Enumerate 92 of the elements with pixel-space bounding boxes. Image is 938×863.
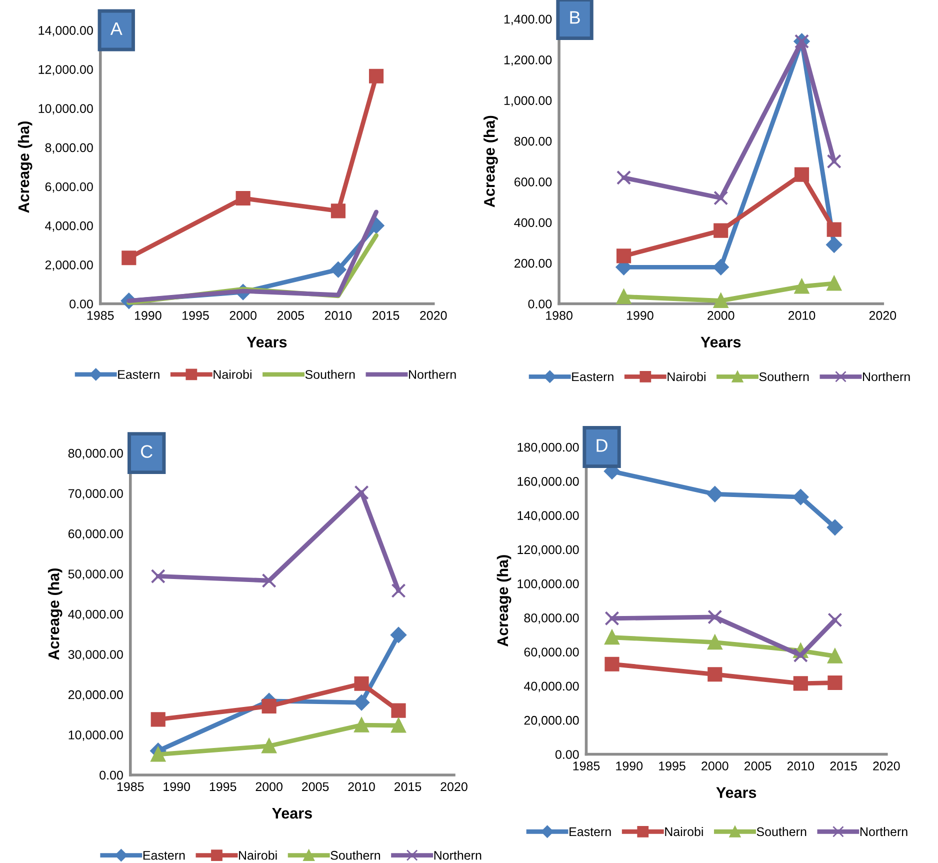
x-tick-label: 2015 bbox=[830, 762, 857, 770]
legend-label: Southern bbox=[756, 826, 806, 836]
x-tick-label: 2010 bbox=[787, 762, 814, 770]
y-tick-label: 10,000.00 bbox=[38, 104, 93, 114]
y-tick-label: 60,000.00 bbox=[524, 648, 579, 658]
y-tick-label: 4,000.00 bbox=[45, 221, 93, 232]
y-tick-label: 10,000.00 bbox=[68, 730, 123, 741]
y-tick-label: 80,000.00 bbox=[68, 448, 123, 460]
legend-label: Southern bbox=[759, 372, 809, 382]
y-tick-label: 60,000.00 bbox=[68, 529, 123, 540]
legend-label: Nairobi bbox=[214, 370, 252, 379]
y-tick-label: 600.00 bbox=[514, 178, 552, 186]
x-tick-label: 1995 bbox=[182, 311, 209, 320]
y-tick-label: 1,200.00 bbox=[504, 55, 552, 66]
legend-label: Nairobi bbox=[668, 372, 706, 382]
y-tick-label: 20,000.00 bbox=[524, 716, 579, 726]
x-tick-label: 2020 bbox=[873, 762, 900, 770]
y-tick-label: 80,000.00 bbox=[524, 614, 579, 624]
x-tick-label: 2010 bbox=[348, 782, 375, 792]
x-tick-label: 2000 bbox=[230, 311, 256, 320]
x-tick-label: 2020 bbox=[869, 311, 896, 320]
x-tick-label: 1990 bbox=[134, 311, 162, 320]
x-tick-label: 2020 bbox=[440, 782, 468, 792]
legend-label: Eastern bbox=[143, 851, 185, 860]
legend-label: Northern bbox=[409, 370, 456, 379]
y-tick-label: 70,000.00 bbox=[68, 489, 123, 500]
x-tick-label: 2005 bbox=[744, 762, 772, 770]
y-tick-label: 50,000.00 bbox=[68, 570, 123, 580]
y-tick-label: 1,000.00 bbox=[504, 96, 552, 106]
x-tick-label: 2000 bbox=[702, 762, 728, 770]
y-tick-label: 400.00 bbox=[514, 218, 552, 228]
y-tick-label: 120,000.00 bbox=[518, 545, 579, 556]
x-tick-label: 2010 bbox=[788, 311, 816, 320]
x-tick-label: 2000 bbox=[708, 311, 734, 320]
x-tick-label: 2015 bbox=[394, 782, 422, 792]
chart-title: A bbox=[110, 22, 122, 35]
legend-label: Northern bbox=[860, 826, 908, 836]
y-tick-label: 12,000.00 bbox=[38, 65, 93, 76]
x-tick-label: 1985 bbox=[87, 311, 114, 320]
y-tick-label: 140,000.00 bbox=[518, 511, 579, 522]
legend-label: Eastern bbox=[570, 827, 611, 836]
y-tick-label: 20,000.00 bbox=[68, 690, 123, 701]
y-tick-label: 40,000.00 bbox=[524, 682, 579, 692]
chart-title: D bbox=[596, 439, 608, 452]
x-tick-label: 1990 bbox=[616, 762, 643, 770]
x-tick-label: 1995 bbox=[210, 782, 236, 792]
legend-label: Northern bbox=[863, 372, 910, 382]
y-tick-label: 8,000.00 bbox=[45, 143, 93, 154]
y-tick-label: 160,000.00 bbox=[518, 476, 579, 488]
y-tick-label: 6,000.00 bbox=[45, 182, 93, 193]
y-tick-label: 2,000.00 bbox=[45, 260, 93, 271]
y-tick-label: 40,000.00 bbox=[68, 610, 123, 620]
legend-label: Southern bbox=[330, 850, 380, 860]
x-axis-title: Years bbox=[246, 336, 287, 348]
x-tick-label: 2000 bbox=[256, 782, 282, 792]
y-tick-label: 30,000.00 bbox=[68, 650, 123, 660]
x-tick-label: 2020 bbox=[420, 311, 447, 320]
y-tick-label: 0.00 bbox=[100, 770, 123, 780]
x-tick-label: 1985 bbox=[117, 782, 144, 792]
chart-title: B bbox=[570, 11, 580, 24]
x-tick-label: 2005 bbox=[302, 782, 329, 792]
x-axis-title: Years bbox=[716, 787, 756, 798]
y-tick-label: 0.00 bbox=[555, 750, 579, 759]
y-tick-label: 0.00 bbox=[528, 300, 552, 308]
y-tick-label: 0.00 bbox=[70, 300, 93, 308]
y-tick-label: 180,000.00 bbox=[518, 442, 579, 454]
legend-label: Eastern bbox=[572, 372, 614, 382]
x-tick-label: 1990 bbox=[164, 782, 190, 792]
y-tick-label: 100,000.00 bbox=[518, 579, 579, 590]
y-tick-label: 14,000.00 bbox=[38, 26, 93, 36]
x-axis-title: Years bbox=[700, 336, 741, 348]
y-tick-label: 200.00 bbox=[514, 258, 552, 268]
x-tick-label: 1980 bbox=[546, 311, 572, 320]
y-axis-title: Acreage (ha) bbox=[48, 568, 62, 660]
x-tick-label: 2015 bbox=[372, 311, 400, 320]
chart-title: C bbox=[141, 445, 152, 458]
legend-label: Northern bbox=[434, 850, 482, 860]
x-tick-label: 2010 bbox=[324, 311, 352, 320]
legend-label: Nairobi bbox=[239, 850, 277, 860]
y-axis-title: Acreage (ha) bbox=[496, 555, 512, 647]
legend-label: Southern bbox=[305, 370, 355, 379]
y-axis-title: Acreage (ha) bbox=[484, 116, 498, 208]
x-tick-label: 1985 bbox=[573, 762, 600, 770]
x-tick-label: 1995 bbox=[659, 762, 686, 770]
legend-label: Eastern bbox=[118, 370, 160, 379]
legend-label: Nairobi bbox=[665, 826, 703, 836]
y-tick-label: 800.00 bbox=[514, 136, 552, 146]
x-tick-label: 1990 bbox=[627, 311, 654, 320]
y-tick-label: 1,400.00 bbox=[504, 14, 552, 26]
y-axis-title: Acreage (ha) bbox=[18, 121, 32, 213]
x-tick-label: 2005 bbox=[277, 311, 304, 320]
x-axis-title: Years bbox=[272, 808, 312, 819]
